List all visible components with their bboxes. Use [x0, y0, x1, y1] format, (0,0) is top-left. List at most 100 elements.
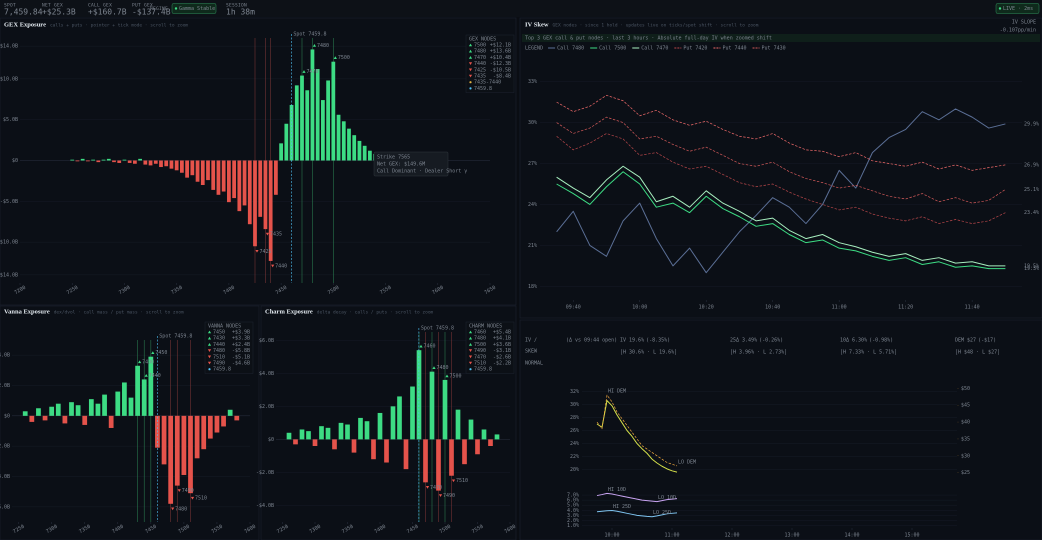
x-tick-label: 7350 — [170, 285, 183, 296]
regime-value: Gamma Stable — [179, 6, 215, 12]
bar — [300, 75, 304, 161]
bar — [181, 415, 187, 475]
x-tick-label: 7200 — [14, 285, 27, 296]
series-line — [556, 165, 1006, 267]
bar — [321, 100, 325, 161]
x-tick-label: 7350 — [78, 524, 91, 535]
node-tag: 7490 — [443, 493, 455, 499]
node-tag: 7440 — [149, 373, 161, 379]
node-arrow — [207, 336, 212, 340]
node-value: +$12.1B — [490, 43, 511, 49]
bar — [161, 415, 167, 465]
y2-tick-label: $50 — [961, 386, 970, 392]
annotation: LO 25D — [653, 510, 671, 516]
x-tick-label: 11:00 — [664, 533, 679, 539]
chart-subtitle: dex/dvol · call mass / put mass · scroll… — [54, 310, 184, 316]
node-arrow — [468, 49, 473, 53]
chart-title: Charm Exposure — [265, 308, 313, 315]
bar — [284, 123, 289, 161]
bar — [70, 159, 75, 161]
bar — [102, 394, 107, 416]
bar — [133, 160, 137, 164]
bar — [377, 412, 383, 440]
stat-range: [H 3.96% · L 2.73%] — [730, 350, 787, 356]
bar — [62, 415, 68, 424]
series-line — [556, 94, 1006, 171]
bar — [242, 160, 247, 206]
node-tag: 7500 — [450, 373, 462, 379]
stat-change: (-0.26%) — [759, 338, 783, 344]
y-tick-label: -$14.0B — [0, 272, 18, 278]
node-tag: 7460 — [424, 344, 436, 350]
node-strike: 7510 — [474, 361, 486, 367]
node-arrow — [207, 343, 212, 346]
node-value: -$8.4B — [493, 74, 511, 80]
node-arrow — [425, 486, 430, 489]
node-strike: 7510 — [213, 354, 225, 360]
stat-name: 25Δ — [730, 338, 739, 344]
y-tick-label: $4.0B — [0, 353, 10, 359]
node-arrow — [190, 496, 195, 500]
bar — [135, 365, 140, 416]
node-box — [465, 321, 515, 374]
x-tick-label: 7400 — [111, 524, 124, 535]
bar — [442, 379, 448, 440]
y-tick-label: $2.0B — [0, 383, 10, 389]
y-tick-label: $0 — [4, 413, 10, 419]
node-strike: 7460 — [474, 330, 486, 336]
bar — [36, 408, 41, 416]
bar — [214, 415, 220, 433]
bar — [128, 397, 134, 416]
series-line — [596, 492, 678, 503]
bar — [148, 160, 153, 166]
node-tag: 7435 — [270, 232, 282, 238]
bar — [299, 429, 305, 440]
node-value: -$2.2B — [493, 361, 511, 367]
bar — [357, 140, 362, 161]
x-tick-label: 7450 — [406, 524, 419, 535]
spot-label: Spot 7459.8 — [293, 32, 326, 38]
bar — [115, 391, 121, 416]
x-tick-label: 7300 — [309, 524, 322, 535]
regime-badge — [171, 3, 217, 14]
stat-name: 10Δ — [840, 338, 849, 344]
y-tick-label: 24% — [528, 202, 537, 208]
annotation: HI DEM — [608, 389, 626, 395]
node-value: -$5.8B — [232, 348, 250, 354]
node-arrow — [468, 62, 473, 65]
bar — [29, 415, 35, 422]
y-tick-label: 3.0% — [567, 513, 579, 519]
series-line — [556, 108, 1006, 274]
node-value: +$3.6B — [493, 342, 511, 348]
bar — [326, 80, 330, 161]
node-value: -$3.1B — [493, 348, 511, 354]
y-tick-label: 28% — [570, 415, 579, 421]
node-strike: 7500 — [474, 342, 486, 348]
chart-title: Vanna Exposure — [4, 308, 50, 315]
y-tick-label: -$4.0B — [256, 503, 274, 509]
bar — [227, 160, 231, 203]
bar — [159, 160, 163, 168]
node-tag: 7430 — [142, 359, 154, 365]
spot-label: Spot 7459.8 — [421, 326, 454, 332]
stat-name: DEM — [955, 338, 964, 344]
bar — [286, 432, 292, 440]
node-value: +$4.1B — [493, 336, 511, 342]
bar — [403, 439, 409, 470]
stat-change: (-0.98%) — [869, 338, 893, 344]
x-tick-label: 7250 — [276, 524, 289, 535]
bar — [42, 415, 48, 421]
node-strike: 7470 — [474, 354, 486, 360]
x-tick-label: 13:00 — [784, 533, 799, 539]
bar — [253, 160, 257, 247]
node-arrow — [468, 68, 473, 72]
bar — [95, 403, 101, 416]
node-value: -$2.6B — [493, 354, 511, 360]
node-arrow — [468, 361, 473, 365]
bar — [227, 409, 233, 416]
end-label: 19.3% — [1024, 266, 1039, 272]
tooltip-line: Net GEX: $149.6M — [377, 162, 425, 168]
node-value: +$5.4B — [493, 330, 511, 336]
bar — [180, 160, 184, 173]
bar — [141, 379, 147, 416]
